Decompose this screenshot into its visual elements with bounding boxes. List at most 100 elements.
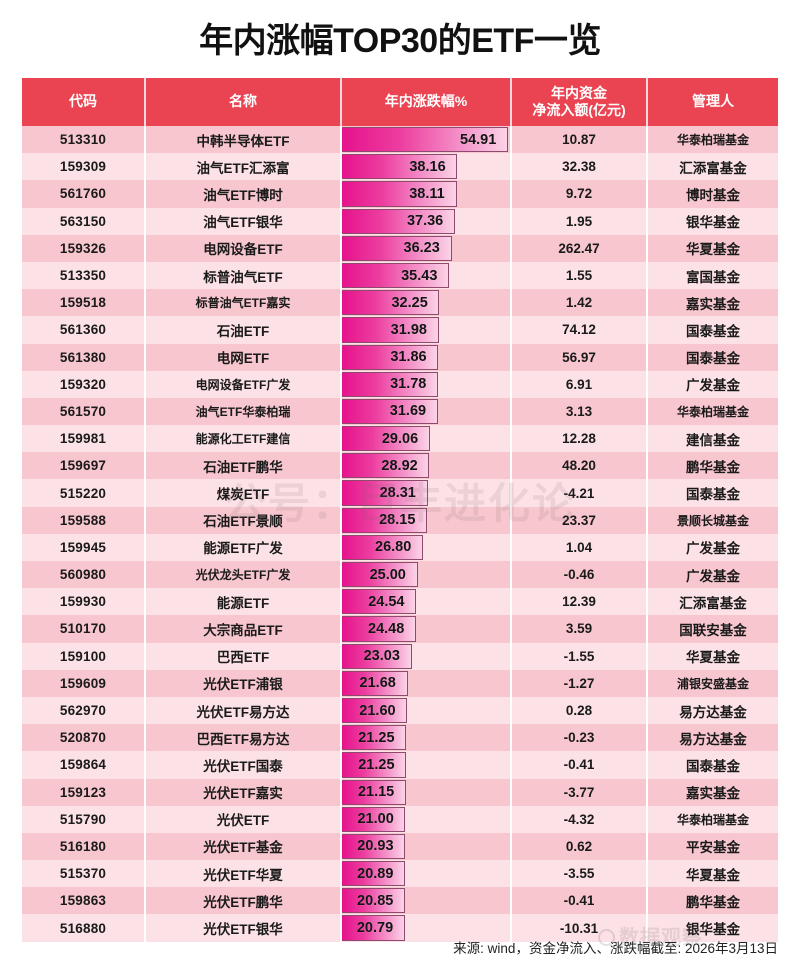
- change-value-label: 36.23: [403, 240, 440, 257]
- cell-name: 油气ETF银华: [146, 207, 342, 235]
- cell-change-bar: 29.06: [342, 425, 512, 453]
- cell-net-inflow: 1.95: [512, 207, 648, 235]
- change-value-label: 37.36: [406, 213, 444, 230]
- cell-code: 159588: [22, 506, 146, 534]
- table-row: 159864 光伏ETF国泰 21.25 -0.41 国泰基金: [22, 751, 778, 779]
- cell-manager: 汇添富基金: [679, 595, 747, 611]
- cell-net-inflow: -0.41: [512, 887, 648, 915]
- change-bar: [342, 290, 440, 316]
- change-bar: [342, 371, 439, 397]
- change-bar: [342, 398, 438, 425]
- change-value-label: 28.15: [379, 512, 416, 529]
- cell-net-inflow: -4.32: [512, 805, 648, 833]
- change-value-label: 24.48: [368, 620, 405, 637]
- change-bar: [342, 833, 406, 860]
- cell-change-bar: 23.03: [342, 642, 512, 670]
- cell-manager: 华夏基金: [686, 867, 740, 883]
- change-value-label: 54.91: [460, 131, 497, 148]
- change-bar: [342, 725, 407, 751]
- cell-code: 159945: [22, 533, 146, 561]
- cell-manager: 国泰基金: [686, 351, 740, 367]
- cell-manager: 平安基金: [686, 840, 740, 856]
- table-row: 516880 光伏ETF银华 20.79 -10.31 银华基金: [22, 914, 778, 942]
- cell-change-bar: 36.23: [342, 234, 512, 262]
- cell-name: 电网设备ETF广发: [146, 370, 342, 398]
- cell-name: 光伏ETF银华: [146, 914, 342, 942]
- cell-code: 516880: [22, 914, 146, 942]
- cell-code: 159123: [22, 778, 146, 806]
- column-header-change: 年内涨跌幅%: [342, 78, 512, 126]
- change-value-label: 28.31: [379, 485, 416, 502]
- cell-change-bar: 21.68: [342, 669, 512, 697]
- cell-net-inflow: 6.91: [512, 370, 648, 398]
- cell-manager: 建信基金: [686, 432, 740, 448]
- cell-code: 159864: [22, 751, 146, 779]
- cell-name: 标普油气ETF: [146, 261, 342, 290]
- cell-manager: 华夏基金: [686, 242, 740, 258]
- change-bar: [342, 507, 428, 533]
- change-bar: [342, 670, 408, 696]
- change-value-label: 21.25: [358, 756, 395, 773]
- column-header-name: 名称: [146, 78, 342, 126]
- cell-name: 油气ETF汇添富: [146, 153, 342, 181]
- table-row: 561760 油气ETF博时 38.11 9.72 博时基金: [22, 180, 778, 208]
- cell-change-bar: 35.43: [342, 261, 512, 290]
- change-value-label: 21.15: [357, 784, 395, 801]
- table-row: 159326 电网设备ETF 36.23 262.47 华夏基金: [22, 234, 778, 262]
- change-value-label: 31.98: [390, 321, 427, 338]
- etf-table: 代码 名称 年内涨跌幅% 年内资金 净流入额(亿元) 管理人 513310 中韩半导体ET…: [22, 78, 778, 942]
- change-bar: [342, 643, 412, 669]
- table-row: 159123 光伏ETF嘉实 21.15 -3.77 嘉实基金: [22, 778, 778, 806]
- change-bar: [342, 534, 424, 560]
- cell-manager: 华泰柏瑞基金: [676, 133, 749, 148]
- cell-manager: 博时基金: [686, 187, 740, 203]
- cell-name: 巴西ETF易方达: [146, 724, 342, 752]
- cell-net-inflow: -1.55: [512, 642, 648, 670]
- table-row: 159697 石油ETF鹏华 28.92 48.20 鹏华基金: [22, 452, 778, 480]
- cell-code: 159100: [22, 642, 146, 670]
- cell-net-inflow: 0.62: [512, 832, 648, 861]
- cell-change-bar: 20.79: [342, 914, 512, 942]
- table-body: 513310 中韩半导体ETF 54.91 10.87 华泰柏瑞基金 159309 油气ET…: [22, 126, 778, 942]
- cell-name: 石油ETF鹏华: [146, 452, 342, 480]
- cell-net-inflow: -10.31: [512, 914, 648, 942]
- change-value-label: 21.60: [359, 702, 396, 719]
- cell-manager: 鹏华基金: [686, 459, 740, 475]
- change-value-label: 26.80: [375, 539, 412, 556]
- table-row: 159320 电网设备ETF广发 31.78 6.91 广发基金: [22, 370, 778, 398]
- cell-net-inflow: -0.46: [512, 561, 648, 589]
- cell-manager: 鹏华基金: [686, 894, 740, 910]
- cell-code: 561360: [22, 316, 146, 344]
- cell-manager: 易方达基金: [679, 731, 747, 747]
- cell-change-bar: 21.15: [342, 778, 512, 806]
- change-bar: [342, 697, 408, 724]
- change-value-label: 31.69: [389, 403, 427, 420]
- cell-manager: 嘉实基金: [686, 786, 740, 802]
- table-row: 159981 能源化工ETF建信 29.06 12.28 建信基金: [22, 425, 778, 453]
- cell-manager: 华泰柏瑞基金: [676, 812, 749, 827]
- cell-code: 515220: [22, 479, 146, 507]
- cell-manager: 国泰基金: [686, 323, 740, 339]
- change-bar: [342, 752, 407, 778]
- change-bar: [342, 181, 458, 207]
- cell-name: 光伏ETF基金: [146, 832, 342, 861]
- cell-code: 561570: [22, 397, 146, 426]
- change-bar: [342, 317, 439, 343]
- cell-name: 光伏ETF鹏华: [146, 887, 342, 915]
- cell-change-bar: 21.25: [342, 724, 512, 752]
- change-value-label: 24.54: [368, 593, 405, 610]
- cell-change-bar: 20.89: [342, 860, 512, 888]
- column-header-manager: 管理人: [692, 93, 734, 110]
- cell-net-inflow: 74.12: [512, 316, 648, 344]
- cell-manager: 银华基金: [686, 922, 740, 938]
- cell-code: 516180: [22, 832, 146, 861]
- cell-net-inflow: 48.20: [512, 452, 648, 480]
- change-bar: [342, 208, 455, 234]
- cell-name: 标普油气ETF嘉实: [146, 289, 342, 317]
- cell-change-bar: 38.16: [342, 153, 512, 181]
- cell-change-bar: 24.48: [342, 615, 512, 643]
- table-row: 520870 巴西ETF易方达 21.25 -0.23 易方达基金: [22, 724, 778, 752]
- change-bar: [342, 562, 418, 588]
- cell-change-bar: 21.00: [342, 805, 512, 833]
